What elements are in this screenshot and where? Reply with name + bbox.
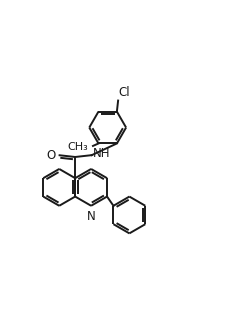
Text: N: N bbox=[86, 210, 95, 223]
Text: O: O bbox=[46, 149, 56, 162]
Text: CH₃: CH₃ bbox=[67, 142, 88, 152]
Text: NH: NH bbox=[92, 148, 110, 161]
Text: Cl: Cl bbox=[118, 86, 130, 99]
